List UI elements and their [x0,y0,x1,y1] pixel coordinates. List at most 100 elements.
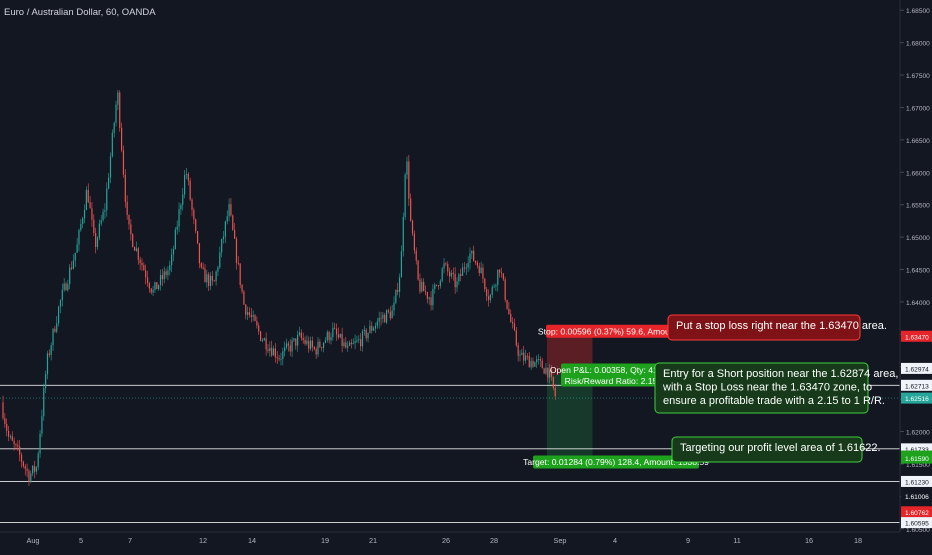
candle [300,329,302,341]
stop-note[interactable]: Put a stop loss right near the 1.63470 a… [667,314,887,341]
svg-text:1.61230: 1.61230 [905,479,929,486]
candle [434,282,436,294]
candle [508,301,510,316]
candle [461,263,464,276]
chart-title: Euro / Australian Dollar, 60, OANDA [4,7,156,18]
target-label: Target: 0.01284 (0.79%) 128.4, Amount: 1… [523,455,709,469]
candle [89,195,91,209]
candle [319,338,321,349]
candle [276,351,278,364]
candle [541,357,543,369]
candle [50,342,52,361]
candle [243,290,245,305]
candle [132,233,134,248]
candle [57,305,60,327]
candle [217,265,219,277]
svg-text:Risk/Reward Ratio: 2.15: Risk/Reward Ratio: 2.15 [565,376,658,386]
candle [111,129,113,158]
candle [161,268,163,287]
candle [469,247,471,270]
candle [493,283,495,289]
candle [63,278,65,292]
candle [365,328,367,342]
candle [198,243,201,269]
candle [445,262,447,267]
candle [82,216,84,229]
candle [334,322,336,330]
candle [24,464,26,476]
svg-text:Open P&L: 0.00358, Qty: 41946: Open P&L: 0.00358, Qty: 41946 [550,365,673,375]
candle [204,264,206,283]
candle [424,285,427,296]
candle [430,290,432,311]
candle [467,256,469,273]
candle [87,183,89,204]
candle [330,332,332,345]
candle [554,384,556,400]
candle [291,337,293,358]
candle [167,266,169,281]
x-tick-label: 7 [128,536,132,545]
candle [30,470,32,484]
candle [473,245,475,262]
candle [52,328,54,352]
candle [465,263,467,276]
annotations: Put a stop loss right near the 1.63470 a… [654,314,898,463]
candle [547,367,549,383]
candle [519,350,521,362]
candle [145,264,147,285]
open-pnl-label: Open P&L: 0.00358, Qty: 41946Risk/Reward… [550,363,673,387]
candle [67,279,69,292]
candle [499,268,501,278]
candle [98,219,100,241]
candle [385,309,388,325]
candle [504,276,506,303]
price-tag-stop: 1.63470 [901,330,932,342]
candle [234,223,236,239]
candle [91,202,93,227]
svg-text:1.61590: 1.61590 [905,456,929,463]
candle [410,193,412,222]
candle [536,355,538,368]
svg-text:Stop: 0.00596 (0.37%) 59.6, Am: Stop: 0.00596 (0.37%) 59.6, Amount: 750 [538,326,696,336]
candle [500,267,503,278]
candle [185,167,188,180]
candle [497,269,499,292]
candle [437,284,440,290]
candle [322,342,325,353]
y-tick-label: 1.66000 [906,170,930,177]
candle [180,203,182,215]
svg-text:Put a stop loss right near the: Put a stop loss right near the 1.63470 a… [676,320,887,332]
target-note[interactable]: Targeting our profit level area of 1.616… [671,436,881,463]
svg-text:Targeting our profit level are: Targeting our profit level area of 1.616… [680,442,881,454]
candle [348,340,351,347]
candle [169,260,171,276]
y-tick-label: 1.65000 [906,235,930,242]
candle [96,236,99,250]
entry-note[interactable]: Entry for a Short position near the 1.62… [654,362,898,414]
candle [26,463,28,478]
position-labels: Stop: 0.00596 (0.37%) 59.6, Amount: 750 O… [523,324,709,469]
candle [74,252,76,268]
candle [182,187,184,211]
candle [11,431,13,442]
candle [284,341,286,357]
candle [193,207,195,225]
svg-text:1.62516: 1.62516 [905,396,929,403]
candle [287,341,289,352]
y-tick-label: 1.61500 [906,462,930,469]
candle [411,219,414,236]
candle [130,219,132,241]
position-zones [546,336,593,457]
candle [347,341,349,352]
candle [297,330,299,352]
candle [482,263,484,284]
candle [141,258,143,271]
candle [302,332,304,344]
y-tick-label: 1.67000 [906,105,930,112]
candle [187,172,189,186]
x-tick-label: 12 [199,536,207,545]
candle [152,285,154,296]
